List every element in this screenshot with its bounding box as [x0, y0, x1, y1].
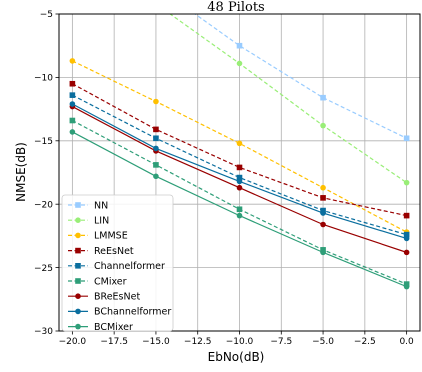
y-axis-ticks: −30 −25 −20 −15 −10 −5: [34, 10, 59, 337]
x-tick-label: −17.5: [100, 337, 128, 347]
data-point: [153, 1, 159, 7]
legend-box: [61, 194, 174, 332]
x-tick-label: −10.0: [226, 337, 254, 347]
legend-label: ReEsNet: [94, 246, 134, 257]
legend-marker: [75, 308, 81, 315]
legend-label: LIN: [94, 216, 109, 227]
data-point: [236, 212, 243, 219]
series-line-lmmse: [72, 60, 407, 233]
y-axis-label: NMSE(dB): [14, 142, 28, 202]
data-point: [153, 173, 159, 180]
legend-marker: [75, 293, 81, 300]
legend-item: BCMixer: [68, 322, 133, 333]
x-axis-ticks: −20.0 −17.5 −15.0 −12.5 −10.0 −7.5 −5.0 −2.5 0.0: [59, 331, 414, 347]
y-tick-label: −20: [34, 200, 53, 210]
data-point: [403, 179, 410, 186]
data-point: [236, 164, 243, 171]
x-axis-label: EbNo(dB): [208, 350, 265, 364]
legend-label: CMixer: [94, 276, 127, 287]
data-point: [153, 145, 159, 152]
data-point: [69, 129, 76, 135]
x-tick-label: 0.0: [399, 337, 414, 347]
data-point: [153, 135, 159, 142]
series-nn: [194, 14, 410, 142]
legend-label: BReEsNet: [94, 292, 140, 303]
legend-marker: [75, 323, 81, 330]
data-point: [403, 135, 410, 142]
x-tick-label: −2.5: [354, 337, 376, 347]
legend-label: LMMSE: [94, 231, 128, 242]
legend-marker: [75, 232, 81, 239]
legend-label: BCMixer: [94, 322, 133, 333]
legend-label: NN: [94, 200, 108, 211]
legend-label: Channelformer: [94, 261, 165, 272]
legend-item: LIN: [68, 216, 109, 227]
data-point: [69, 92, 76, 98]
series-bchannelformer: [69, 101, 410, 242]
data-point: [236, 178, 243, 185]
x-tick-label: −7.5: [270, 337, 292, 347]
y-tick-label: −5: [40, 10, 53, 20]
y-tick-label: −15: [34, 137, 53, 147]
data-point: [236, 206, 243, 213]
y-tick-label: −10: [34, 74, 53, 84]
data-point: [320, 94, 326, 101]
x-tick-label: −15.0: [142, 337, 170, 347]
series-lin: [153, 1, 410, 186]
x-tick-label: −20.0: [59, 337, 87, 347]
data-point: [320, 210, 326, 216]
data-point: [320, 221, 326, 228]
legend-item: CMixer: [68, 276, 127, 287]
data-point: [320, 249, 326, 256]
y-tick-label: −25: [34, 264, 53, 274]
chart-title: 48 Pilots: [207, 0, 264, 15]
series-bcmixer: [69, 129, 410, 290]
data-point: [236, 140, 243, 147]
data-point: [153, 126, 159, 133]
data-point: [69, 58, 76, 64]
legend-label: BChannelformer: [94, 307, 171, 318]
x-tick-label: −12.5: [184, 337, 212, 347]
legend-item: Channelformer: [68, 261, 165, 272]
legend-marker: [75, 263, 81, 269]
data-point: [320, 184, 326, 191]
data-point: [320, 195, 326, 201]
legend-item: ReEsNet: [68, 246, 134, 257]
series-reesnet: [69, 80, 410, 219]
data-point: [403, 212, 410, 219]
legend-marker: [75, 202, 81, 208]
data-point: [403, 249, 410, 256]
data-point: [153, 162, 159, 168]
legend: NN LIN LMMSE ReEsNet Channelformer CMixer BReE…: [61, 194, 174, 333]
data-point: [69, 117, 76, 124]
x-tick-label: −5.0: [312, 337, 334, 347]
data-point: [320, 122, 326, 129]
data-point: [69, 101, 76, 107]
legend-marker: [75, 247, 81, 254]
data-point: [236, 184, 243, 191]
legend-marker: [75, 278, 81, 284]
data-point: [403, 283, 410, 290]
legend-item: NN: [68, 200, 108, 211]
legend-item: LMMSE: [68, 231, 128, 242]
data-point: [403, 235, 410, 242]
data-point: [153, 98, 159, 105]
data-point: [236, 42, 243, 49]
legend-item: BReEsNet: [68, 292, 140, 303]
data-point: [69, 80, 76, 87]
data-point: [236, 174, 243, 181]
legend-marker: [75, 217, 81, 223]
legend-item: BChannelformer: [68, 307, 171, 318]
y-tick-label: −30: [34, 327, 53, 337]
data-point: [403, 231, 410, 238]
data-point: [236, 60, 243, 67]
series-layer: [69, 1, 410, 290]
